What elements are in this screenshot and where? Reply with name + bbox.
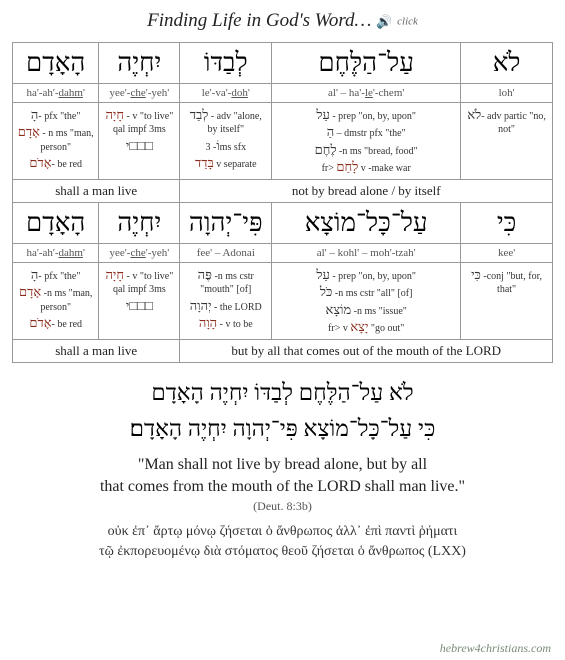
- gloss-cell: הָ- pfx "the"אָדָם -n ms "man, person"אָ…: [13, 262, 99, 339]
- heb-cell: פִּי־יְהוָה: [180, 202, 272, 243]
- gloss-cell: לֹא- adv partic "no, not": [461, 102, 553, 179]
- heb-cell: לֹא: [461, 43, 553, 84]
- heb-cell: עַל־הַלֶּחֶם: [272, 43, 461, 84]
- verse-hebrew-l1: לֹא עַל־הַלֶּחֶם לְבַדּוֹ יִחְיֶה הָאָדָ…: [151, 380, 413, 405]
- gloss-cell: חָיָה - v "to live"qal impf 3ms□□□י: [99, 262, 180, 339]
- verse-hebrew-l2: כִּי עַל־כָּל־מוֹצָא פִּי־יְהוָה יִחְיֶה…: [130, 416, 436, 441]
- row1-translit: ha'-ah'-dahm' yee'-che'-yeh' le'-va'-doh…: [13, 83, 553, 102]
- gloss-cell: חָיָה - v "to live"qal impf 3ms□□□י: [99, 102, 180, 179]
- greek-l2: τῷ ἐκπορευομένῳ διὰ στόματος θεοῦ ζήσετα…: [99, 544, 466, 559]
- row2-gloss: הָ- pfx "the"אָדָם -n ms "man, person"אָ…: [13, 262, 553, 339]
- heb-cell: כִּי: [461, 202, 553, 243]
- gloss-cell: עַל - prep "on, by, upon"הַ – dmstr pfx …: [272, 102, 461, 179]
- heb-cell: יִחְיֶה: [99, 43, 180, 84]
- gloss-cell: עַל - prep "on, by, upon"כֹּל -n ms cstr…: [272, 262, 461, 339]
- translit-cell: ha'-ah'-dahm': [13, 83, 99, 102]
- verse-english-l1: "Man shall not live by bread alone, but …: [138, 456, 427, 473]
- heb-cell: יִחְיֶה: [99, 202, 180, 243]
- translit-cell: loh': [461, 83, 553, 102]
- translit-cell: al' – kohl' – moh'-tzah': [272, 243, 461, 262]
- translit-cell: le'-va'-doh': [180, 83, 272, 102]
- click-label: click: [397, 16, 418, 28]
- translit-cell: kee': [461, 243, 553, 262]
- heb-cell: הָאָדָם: [13, 43, 99, 84]
- row1-hebrew: הָאָדָם יִחְיֶה לְבַדּוֹ עַל־הַלֶּחֶם לֹ…: [13, 43, 553, 84]
- translit-cell: yee'-che'-yeh': [99, 83, 180, 102]
- translit-cell: yee'-che'-yeh': [99, 243, 180, 262]
- verse-ref: (Deut. 8:3b): [12, 499, 553, 514]
- greek-l1: οὐκ ἐπ᾽ ἄρτῳ μόνῳ ζήσεται ὁ ἄνθρωπος ἀλλ…: [108, 524, 458, 539]
- row1-gloss: הָ- pfx "the"אָדָם - n ms "man, person"א…: [13, 102, 553, 179]
- heb-cell: עַל־כָּל־מוֹצָא: [272, 202, 461, 243]
- title-row: Finding Life in God's Word… 🔊 click: [12, 10, 553, 32]
- row1-phrase: shall a man live not by bread alone / by…: [13, 179, 553, 202]
- row2-hebrew: הָאָדָם יִחְיֶה פִּי־יְהוָה עַל־כָּל־מוֹ…: [13, 202, 553, 243]
- gloss-cell: כִּי -conj "but, for, that": [461, 262, 553, 339]
- row2-translit: ha'-ah'-dahm' yee'-che'-yeh' fee' – Adon…: [13, 243, 553, 262]
- verse-english-l2: that comes from the mouth of the LORD sh…: [100, 478, 465, 495]
- gloss-cell: פֶּה -n ms cstr "mouth" [of]יְהוָה - the…: [180, 262, 272, 339]
- phrase-cell: shall a man live: [13, 339, 180, 362]
- page-title: Finding Life in God's Word…: [147, 10, 371, 31]
- verse-hebrew: לֹא עַל־הַלֶּחֶם לְבַדּוֹ יִחְיֶה הָאָדָ…: [22, 375, 543, 446]
- verse-english: "Man shall not live by bread alone, but …: [32, 454, 533, 497]
- interlinear-table: הָאָדָם יִחְיֶה לְבַדּוֹ עַל־הַלֶּחֶם לֹ…: [12, 42, 553, 363]
- translit-cell: fee' – Adonai: [180, 243, 272, 262]
- audio-icon[interactable]: 🔊: [376, 14, 392, 30]
- heb-cell: הָאָדָם: [13, 202, 99, 243]
- heb-cell: לְבַדּוֹ: [180, 43, 272, 84]
- gloss-cell: הָ- pfx "the"אָדָם - n ms "man, person"א…: [13, 102, 99, 179]
- phrase-cell: not by bread alone / by itself: [180, 179, 553, 202]
- translit-cell: ha'-ah'-dahm': [13, 243, 99, 262]
- phrase-cell: but by all that comes out of the mouth o…: [180, 339, 553, 362]
- phrase-cell: shall a man live: [13, 179, 180, 202]
- page: Finding Life in God's Word… 🔊 click הָאָ…: [0, 0, 565, 660]
- row2-phrase: shall a man live but by all that comes o…: [13, 339, 553, 362]
- footer-credit: hebrew4christians.com: [440, 641, 551, 656]
- gloss-cell: לְבַד - adv "alone, by itself"וֹ- 3ms sf…: [180, 102, 272, 179]
- translit-cell: al' – ha'-le'-chem': [272, 83, 461, 102]
- greek-text: οὐκ ἐπ᾽ ἄρτῳ μόνῳ ζήσεται ὁ ἄνθρωπος ἀλλ…: [26, 522, 539, 561]
